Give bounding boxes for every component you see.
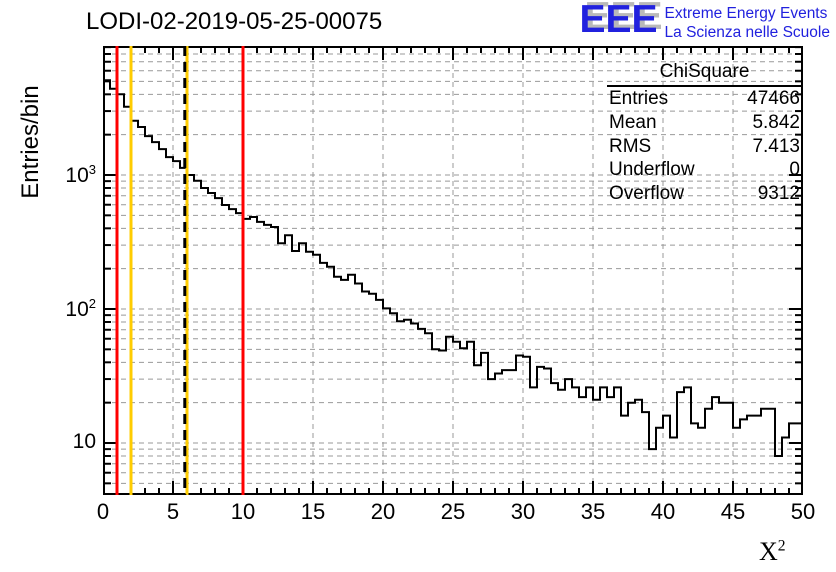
eee-logo-acronym: EEE xyxy=(579,0,658,41)
stats-box: ChiSquare Entries 47466 Mean 5.842 RMS 7.413 U… xyxy=(607,61,802,206)
stats-row: Entries 47466 xyxy=(607,87,802,111)
stats-row: Mean 5.842 xyxy=(607,111,802,135)
x-tick-label: 50 xyxy=(790,499,816,524)
stats-row-label: Underflow xyxy=(609,159,695,181)
stats-row-value: 0 xyxy=(789,159,800,181)
x-tick-label: 0 xyxy=(96,499,110,524)
stats-row-value: 9312 xyxy=(757,183,800,205)
stats-box-title: ChiSquare xyxy=(607,61,802,87)
x-tick-label: 25 xyxy=(440,499,466,524)
x-axis-title-base: X xyxy=(759,537,778,566)
histogram-svg xyxy=(103,46,803,495)
y-tick-label: 103 xyxy=(65,162,96,187)
eee-logo-taglines: Extreme Energy Events La Scienza nelle S… xyxy=(665,3,830,43)
x-tick-label: 20 xyxy=(370,499,396,524)
stats-row-value: 5.842 xyxy=(752,111,800,133)
stats-row-label: Entries xyxy=(609,88,669,109)
logo-tagline-1: Extreme Energy Events xyxy=(664,5,828,22)
y-tick-label: 10 xyxy=(72,430,96,453)
stats-row-label: Overflow xyxy=(609,183,684,205)
plot-area xyxy=(103,46,803,495)
x-tick-label: 5 xyxy=(166,499,180,524)
stats-row-label: RMS xyxy=(609,135,652,157)
x-axis-title: X2 xyxy=(759,537,786,567)
stats-row: Underflow 0 xyxy=(607,158,802,182)
stats-row-value: 7.413 xyxy=(752,135,800,157)
histogram-step-line xyxy=(103,79,803,457)
x-tick-label: 30 xyxy=(510,499,536,524)
stats-row-label: Mean xyxy=(609,111,657,133)
x-tick-label: 35 xyxy=(580,499,606,524)
eee-logo: EEE Extreme Energy Events La Scienza nel… xyxy=(579,0,831,43)
x-tick-label: 40 xyxy=(650,499,676,524)
y-tick-label: 102 xyxy=(65,296,96,321)
x-axis-title-exponent: 2 xyxy=(777,537,786,555)
stats-row-value: 47466 xyxy=(747,88,800,109)
logo-tagline-2: La Scienza nelle Scuole xyxy=(664,24,830,42)
stats-box-rows: Entries 47466 Mean 5.842 RMS 7.413 Underflow 0 O… xyxy=(607,87,802,206)
x-tick-label: 10 xyxy=(230,499,256,524)
y-axis-title: Entries/bin xyxy=(17,85,44,199)
x-tick-label: 45 xyxy=(720,499,746,524)
stats-row: Overflow 9312 xyxy=(607,182,802,206)
chart-title: LODI-02-2019-05-25-00075 xyxy=(86,8,383,35)
stats-row: RMS 7.413 xyxy=(607,135,802,159)
x-tick-label: 15 xyxy=(300,499,326,524)
